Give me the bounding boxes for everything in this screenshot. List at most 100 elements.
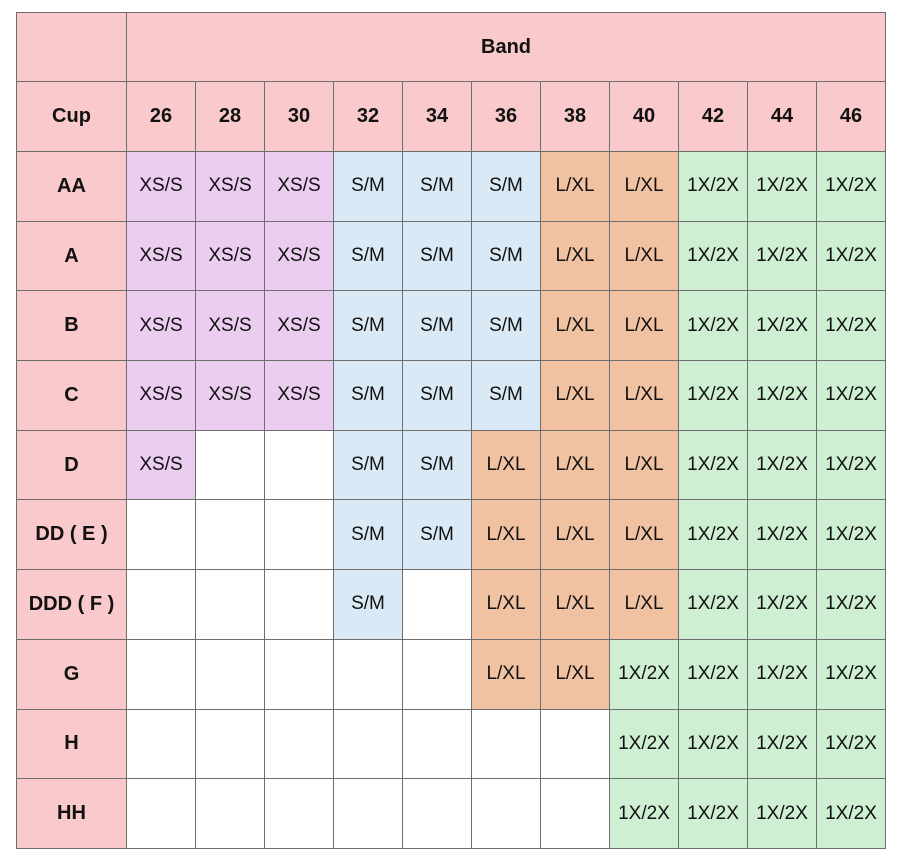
size-cell: L/XL [609,360,679,431]
size-cell: 1X/2X [816,290,886,362]
band-size-header: 32 [333,81,403,152]
band-size-header: 40 [609,81,679,152]
size-cell [471,708,541,780]
size-cell: 1X/2X [747,220,817,292]
size-cell: 1X/2X [816,778,886,849]
cup-size-label: C [16,360,127,431]
size-cell: S/M [333,360,403,431]
band-header: Band [126,12,886,82]
size-cell: S/M [333,290,403,362]
size-cell: XS/S [264,360,334,431]
size-cell: 1X/2X [816,569,886,640]
size-cell: XS/S [126,429,196,501]
size-cell: L/XL [471,569,541,640]
table-row: B XS/S XS/S XS/S S/M S/M S/M L/XL L/XL 1X/2X 1X/2X… [16,290,886,362]
size-cell: 1X/2X [816,360,886,431]
cup-size-label: B [16,290,127,362]
cup-size-label: H [16,708,127,780]
size-chart-table: Band Cup 26 28 30 32 34 36 38 40 42 44 46 AA XS/S XS… [16,12,886,849]
size-cell: L/XL [540,638,610,710]
corner-cell [16,12,127,82]
size-cell: XS/S [195,290,265,362]
cup-size-label: A [16,220,127,292]
size-cell: 1X/2X [816,220,886,292]
size-cell: XS/S [195,151,265,222]
cup-size-label: DDD ( F ) [16,569,127,640]
size-cell: L/XL [471,499,541,571]
size-cell: S/M [471,151,541,222]
size-cell: S/M [471,360,541,431]
size-cell: XS/S [195,360,265,431]
size-cell: 1X/2X [747,708,817,780]
size-cell [126,569,196,640]
size-cell: L/XL [471,429,541,501]
size-cell: 1X/2X [678,499,748,571]
size-cell: L/XL [609,569,679,640]
size-cell: L/XL [471,638,541,710]
size-cell: L/XL [609,429,679,501]
size-cell: S/M [471,290,541,362]
size-cell [264,429,334,501]
size-cell: 1X/2X [747,429,817,501]
cup-size-label: AA [16,151,127,222]
size-cell [126,638,196,710]
size-cell: 1X/2X [678,151,748,222]
size-cell: 1X/2X [609,638,679,710]
size-cell: 1X/2X [609,778,679,849]
band-size-header: 46 [816,81,886,152]
size-cell [402,708,472,780]
size-cell: S/M [333,569,403,640]
size-cell: 1X/2X [747,638,817,710]
table-row: HH 1X/2X 1X/2X 1X/2X 1X/2X [16,778,886,849]
size-cell: 1X/2X [747,151,817,222]
size-cell: XS/S [264,290,334,362]
size-cell: L/XL [540,151,610,222]
size-cell: L/XL [540,290,610,362]
table-row: DDD ( F ) S/M L/XL L/XL L/XL 1X/2X 1X/2X 1X/2X [16,569,886,640]
size-cell: XS/S [264,220,334,292]
size-cell [540,778,610,849]
size-cell: L/XL [540,360,610,431]
size-cell [333,708,403,780]
table-row: C XS/S XS/S XS/S S/M S/M S/M L/XL L/XL 1X/2X 1X/2X… [16,360,886,431]
size-cell: 1X/2X [678,708,748,780]
size-cell [402,569,472,640]
size-cell [264,499,334,571]
size-cell [333,638,403,710]
size-cell: L/XL [609,499,679,571]
cup-size-label: D [16,429,127,501]
cup-size-label: DD ( E ) [16,499,127,571]
size-cell [402,778,472,849]
size-cell: L/XL [609,151,679,222]
size-cell: 1X/2X [678,360,748,431]
band-header-row: Band [16,12,886,82]
size-cell [195,569,265,640]
size-cell: 1X/2X [747,569,817,640]
size-cell [402,638,472,710]
band-size-header: 38 [540,81,610,152]
table-row: DD ( E ) S/M S/M L/XL L/XL L/XL 1X/2X 1X/2X 1X/2… [16,499,886,571]
size-cell: XS/S [126,290,196,362]
size-cell: 1X/2X [747,290,817,362]
size-cell [195,429,265,501]
cup-size-label: HH [16,778,127,849]
size-cell: 1X/2X [816,708,886,780]
size-cell: 1X/2X [678,778,748,849]
band-size-header: 26 [126,81,196,152]
size-cell: XS/S [126,220,196,292]
size-cell: 1X/2X [816,429,886,501]
size-cell [333,778,403,849]
size-cell: 1X/2X [678,638,748,710]
size-cell: S/M [333,220,403,292]
size-cell [195,778,265,849]
size-cell: 1X/2X [747,778,817,849]
band-size-header: 30 [264,81,334,152]
size-cell: 1X/2X [678,290,748,362]
size-cell: XS/S [195,220,265,292]
size-cell: XS/S [126,151,196,222]
size-cell: L/XL [609,220,679,292]
size-cell: 1X/2X [678,569,748,640]
chart-body: AA XS/S XS/S XS/S S/M S/M S/M L/XL L/XL 1X/2X 1X/2… [16,151,886,849]
cup-size-label: G [16,638,127,710]
size-cell [195,708,265,780]
